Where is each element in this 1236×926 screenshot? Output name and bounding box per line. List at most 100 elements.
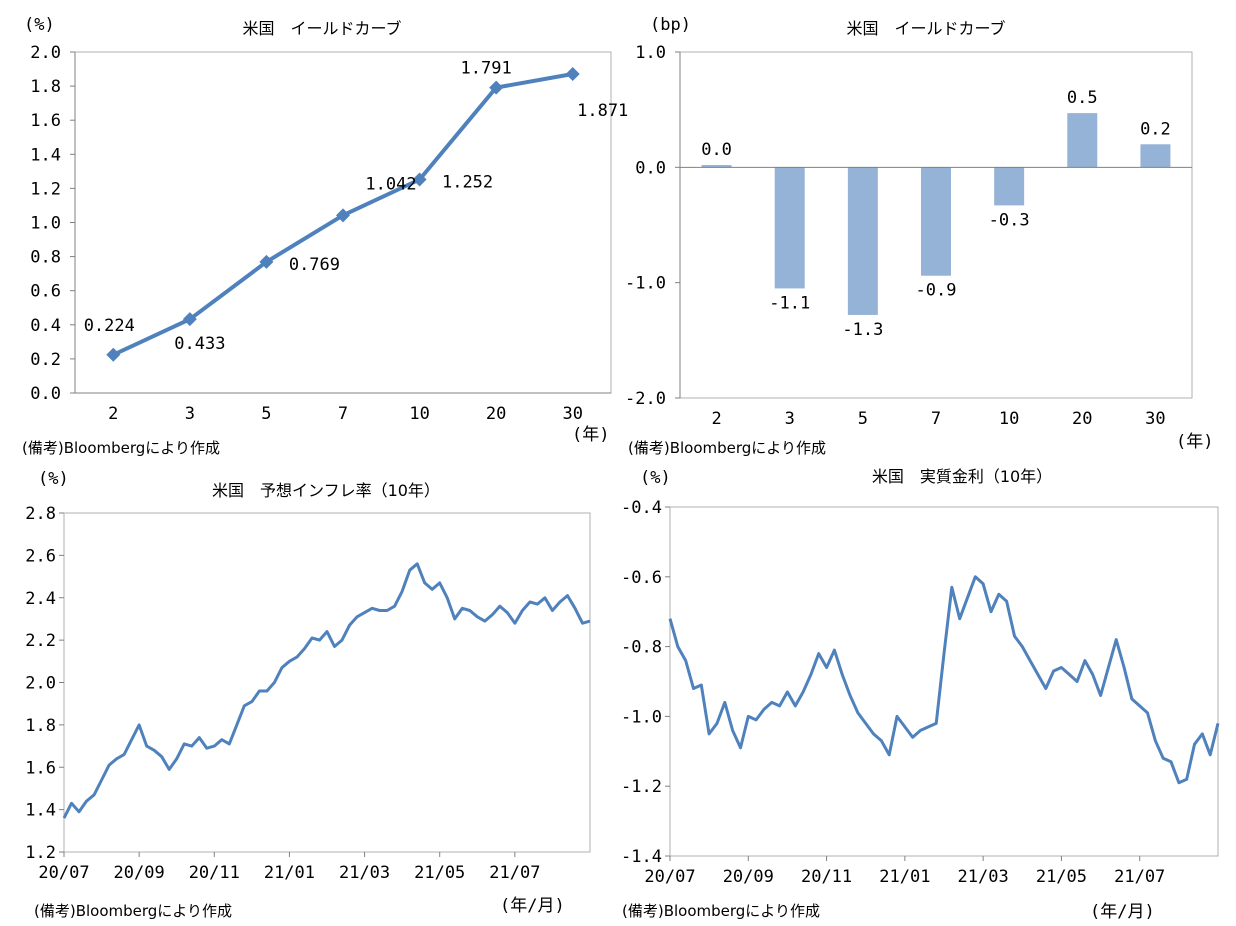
y-axis-unit: (%) xyxy=(640,468,671,488)
x-tick-label: 20/11 xyxy=(801,867,852,887)
x-tick-label: 20/07 xyxy=(38,863,89,883)
y-tick-label: 2.0 xyxy=(25,674,56,694)
y-axis-unit: (%) xyxy=(38,469,69,489)
data-point-marker xyxy=(182,312,197,327)
data-label: 1.042 xyxy=(365,174,416,194)
y-tick-label: -0.6 xyxy=(621,568,662,588)
data-label: 1.871 xyxy=(577,101,628,121)
data-label: -1.3 xyxy=(842,320,883,340)
chart-yield-change: 米国 イールドカーブ (bp) (年) (備考)Bloombergにより作成 -… xyxy=(625,15,1213,457)
y-tick-label: 1.0 xyxy=(30,214,61,234)
bar xyxy=(1140,144,1171,168)
y-axis-unit: (bp) xyxy=(650,15,691,35)
y-tick-label: 2.2 xyxy=(25,631,56,651)
x-tick-label: 2 xyxy=(711,409,721,429)
y-tick-label: 1.8 xyxy=(25,716,56,736)
series-line xyxy=(62,562,591,819)
data-label: 0.433 xyxy=(174,334,225,354)
source-note: (備考)Bloombergにより作成 xyxy=(22,439,220,457)
y-tick-label: -1.4 xyxy=(621,847,662,867)
x-tick-label: 30 xyxy=(562,404,582,424)
y-tick-label: 2.0 xyxy=(30,43,61,63)
x-tick-label: 21/07 xyxy=(489,863,540,883)
x-tick-label: 7 xyxy=(931,409,941,429)
x-tick-label: 20/09 xyxy=(114,863,165,883)
x-axis-unit: (年) xyxy=(572,425,609,445)
y-tick-label: 1.2 xyxy=(25,843,56,863)
data-point-marker xyxy=(489,80,504,95)
data-point-marker xyxy=(259,254,274,269)
data-label: 1.791 xyxy=(461,59,512,79)
bar xyxy=(921,167,951,276)
x-axis-unit: (年/月) xyxy=(1090,902,1155,922)
data-label: -0.3 xyxy=(989,210,1030,230)
source-note: (備考)Bloombergにより作成 xyxy=(622,902,820,920)
data-label: 0.2 xyxy=(1140,119,1171,139)
x-tick-label: 10 xyxy=(409,404,429,424)
y-tick-label: -1.2 xyxy=(621,777,662,797)
data-point-marker xyxy=(565,66,580,81)
chart-title: 米国 イールドカーブ xyxy=(846,19,1005,38)
data-label: -0.9 xyxy=(916,281,957,301)
x-tick-label: 21/05 xyxy=(1036,867,1087,887)
data-label: -1.1 xyxy=(769,293,810,313)
y-tick-label: 1.4 xyxy=(30,145,61,165)
y-axis-unit: (%) xyxy=(24,15,55,35)
x-tick-label: 20/11 xyxy=(189,863,240,883)
y-tick-label: -0.4 xyxy=(621,498,662,518)
y-tick-label: -1.0 xyxy=(621,707,662,727)
y-tick-label: -1.0 xyxy=(625,274,666,294)
data-label: 0.5 xyxy=(1067,88,1098,108)
x-tick-label: 21/07 xyxy=(1114,867,1165,887)
bar xyxy=(847,167,878,315)
x-tick-label: 3 xyxy=(785,409,795,429)
data-label: 0.224 xyxy=(84,316,135,336)
data-label: 1.252 xyxy=(442,173,493,193)
bar xyxy=(994,167,1025,206)
x-tick-label: 21/01 xyxy=(264,863,315,883)
y-tick-label: 1.4 xyxy=(25,801,56,821)
bar xyxy=(774,167,805,289)
x-tick-label: 21/03 xyxy=(339,863,390,883)
x-tick-label: 10 xyxy=(999,409,1019,429)
y-tick-label: 0.4 xyxy=(30,316,61,336)
bar xyxy=(701,165,732,168)
y-tick-label: 1.2 xyxy=(30,179,61,199)
x-tick-label: 21/05 xyxy=(414,863,465,883)
y-tick-label: 0.8 xyxy=(30,248,61,268)
y-tick-label: 2.6 xyxy=(25,546,56,566)
x-tick-label: 5 xyxy=(858,409,868,429)
data-label: 0.0 xyxy=(701,140,732,160)
y-tick-label: 1.6 xyxy=(30,111,61,131)
source-note: (備考)Bloombergにより作成 xyxy=(628,439,826,457)
y-tick-label: 0.0 xyxy=(30,384,61,404)
x-axis-unit: (年/月) xyxy=(500,896,565,916)
y-tick-label: -0.8 xyxy=(621,638,662,658)
chart-real-rate: 米国 実質金利（10年） (%) (年/月) (備考)Bloombergにより作… xyxy=(621,467,1220,922)
y-tick-label: 0.2 xyxy=(30,350,61,370)
chart-yield-curve: 米国 イールドカーブ (%) (年) (備考)Bloombergにより作成 0.… xyxy=(22,15,628,457)
data-point-marker xyxy=(412,172,427,187)
bar xyxy=(1067,113,1098,168)
data-label: 0.769 xyxy=(289,255,340,275)
y-tick-label: 1.6 xyxy=(25,758,56,778)
chart-title: 米国 予想インフレ率（10年） xyxy=(212,481,440,500)
x-tick-label: 30 xyxy=(1145,409,1165,429)
x-tick-label: 2 xyxy=(108,404,118,424)
y-tick-label: 1.8 xyxy=(30,77,61,97)
y-tick-label: 0.0 xyxy=(635,158,666,178)
y-tick-label: -2.0 xyxy=(625,389,666,409)
source-note: (備考)Bloombergにより作成 xyxy=(34,902,232,920)
plot-area xyxy=(74,51,612,394)
series-line xyxy=(668,575,1220,785)
x-tick-label: 20 xyxy=(486,404,506,424)
chart-expected-inflation: 米国 予想インフレ率（10年） (%) (年/月) (備考)Bloombergに… xyxy=(25,469,591,920)
x-tick-label: 20 xyxy=(1072,409,1092,429)
y-tick-label: 2.4 xyxy=(25,589,56,609)
data-point-marker xyxy=(106,347,121,362)
y-tick-label: 2.8 xyxy=(25,504,56,524)
x-tick-label: 20/09 xyxy=(723,867,774,887)
x-tick-label: 21/01 xyxy=(879,867,930,887)
x-tick-label: 5 xyxy=(261,404,271,424)
